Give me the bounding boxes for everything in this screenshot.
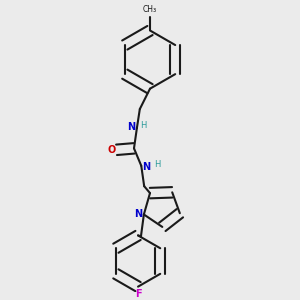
Text: N: N [128,122,136,131]
Text: F: F [135,289,141,299]
Text: CH₃: CH₃ [143,5,157,14]
Text: H: H [140,121,146,130]
Text: H: H [154,160,161,169]
Text: N: N [142,162,151,172]
Text: O: O [107,145,116,155]
Text: N: N [134,209,142,220]
